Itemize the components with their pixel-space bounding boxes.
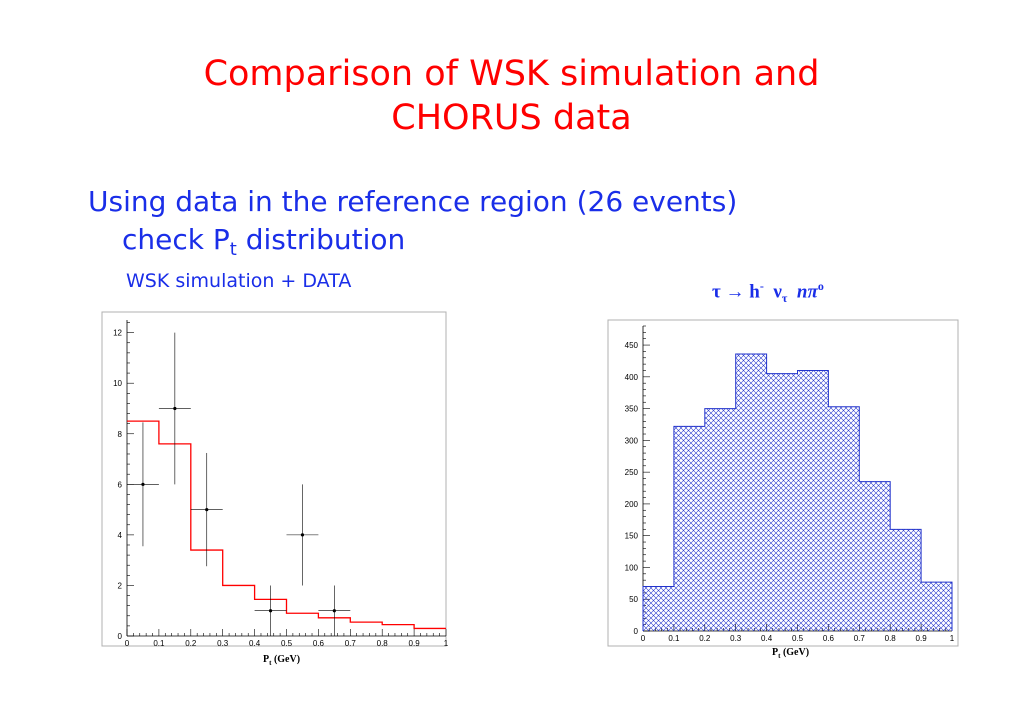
right-x-tick-label: 0.1 (668, 634, 680, 643)
right-x-tick-label: 0.2 (699, 634, 711, 643)
right-chart-frame (607, 319, 959, 647)
bullet-line-1: Using data in the reference region (26 e… (88, 185, 738, 218)
right-y-tick-label: 150 (625, 532, 639, 541)
left-y-tick-label: 0 (118, 632, 123, 641)
right-bar-bin-8 (859, 481, 891, 631)
left-x-tick-label: 0 (125, 639, 130, 648)
right-y-tick-label: 450 (625, 341, 639, 350)
caption-n: n (796, 281, 808, 303)
right-y-tick-label: 200 (625, 500, 639, 509)
right-x-tick-label: 0.8 (885, 634, 897, 643)
left-chart-caption: WSK simulation + DATA (126, 270, 352, 292)
left-data-point-4 (254, 585, 287, 636)
slide-title: Comparison of WSK simulation and CHORUS … (0, 52, 1023, 140)
left-x-tick-label: 0.4 (249, 639, 261, 648)
left-x-tick-label: 0.1 (153, 639, 165, 648)
right-y-tick-label: 300 (625, 436, 639, 445)
right-y-tick-label: 50 (629, 595, 638, 604)
left-y-tick-label: 10 (113, 379, 122, 388)
bullet-line-2-subscript: t (229, 239, 237, 260)
right-bar-bin-9 (890, 529, 922, 631)
caption-tau: τ (712, 281, 721, 303)
right-y-tick-label: 0 (634, 627, 639, 636)
left-x-tick-label: 0.7 (345, 639, 357, 648)
left-y-tick-label: 4 (118, 531, 123, 540)
right-bar-bin-2 (673, 426, 705, 631)
caption-nu: ν (773, 281, 782, 303)
left-x-tick-label: 0.8 (377, 639, 389, 648)
left-x-tick-label: 0.3 (217, 639, 229, 648)
left-x-tick-label: 0.6 (313, 639, 325, 648)
left-x-tick-label: 0.9 (409, 639, 421, 648)
left-data-marker (173, 406, 177, 411)
left-y-tick-label: 2 (118, 581, 123, 590)
right-x-tick-label: 1 (950, 634, 955, 643)
right-bar-bin-1 (643, 586, 674, 631)
bullet-text: Using data in the reference region (26 e… (88, 183, 737, 269)
right-bar-bin-4 (735, 353, 767, 631)
right-y-tick-label: 400 (625, 373, 639, 382)
right-chart-caption: τ → h- ντ nπo (712, 279, 824, 306)
left-x-tick-label: 1 (444, 639, 449, 648)
left-simulation-step-line (127, 420, 446, 630)
bullet-line-2: check Pt distribution (88, 221, 737, 269)
left-data-marker (141, 482, 145, 486)
left-y-tick-label: 6 (118, 480, 123, 489)
right-y-tick-label: 250 (625, 468, 639, 477)
left-data-marker (300, 533, 305, 537)
right-bar-bin-6 (797, 370, 829, 631)
left-x-tick-label: 0.2 (185, 639, 197, 648)
left-data-point-5 (286, 484, 319, 586)
left-data-marker (268, 609, 273, 613)
left-data-marker (332, 609, 336, 613)
left-data-point-2 (158, 332, 191, 485)
right-x-tick-label: 0.4 (761, 634, 773, 643)
right-bar-bin-7 (828, 406, 860, 631)
right-x-tick-label: 0.6 (823, 634, 835, 643)
right-pt-histogram: 0 0.1 0.2 0.3 0.4 0.5 0.6 0.7 0.8 0.9 1 0 50 100 150 20… (607, 319, 959, 660)
left-data-marker (205, 508, 209, 512)
left-chart-frame (101, 311, 447, 647)
left-y-tick-label: 12 (113, 329, 122, 338)
right-x-tick-label: 0.5 (792, 634, 804, 643)
right-bar-bin-10 (921, 582, 952, 631)
right-x-tick-label: 0 (641, 634, 646, 643)
left-data-point-6 (318, 585, 351, 636)
left-x-axis-label: Pt (GeV) (263, 654, 300, 667)
bullet-line-2-suffix: distribution (236, 223, 406, 256)
right-bar-bin-3 (704, 408, 736, 631)
caption-h-sup: - (759, 279, 764, 293)
right-x-tick-label: 0.7 (854, 634, 866, 643)
bullet-line-2-prefix: check P (122, 223, 230, 256)
right-x-axis-label: Pt (GeV) (772, 647, 809, 660)
caption-nu-sub: τ (781, 291, 788, 306)
caption-arrow: → (725, 281, 745, 303)
left-data-point-1 (127, 422, 159, 547)
right-bar-bin-5 (766, 373, 798, 631)
right-histogram-outline (642, 353, 953, 631)
right-y-tick-label: 100 (625, 563, 639, 572)
left-data-point-3 (190, 452, 223, 567)
title-line-1: Comparison of WSK simulation and (203, 54, 820, 94)
right-y-tick-label: 350 (625, 405, 639, 414)
left-x-tick-label: 0.5 (281, 639, 293, 648)
caption-h: h (744, 281, 760, 303)
right-x-tick-label: 0.3 (730, 634, 742, 643)
title-line-2: CHORUS data (391, 98, 632, 138)
left-y-tick-label: 8 (118, 430, 123, 439)
caption-pi-sup: o (817, 279, 824, 293)
right-x-tick-label: 0.9 (916, 634, 928, 643)
caption-pi: π (807, 281, 818, 303)
